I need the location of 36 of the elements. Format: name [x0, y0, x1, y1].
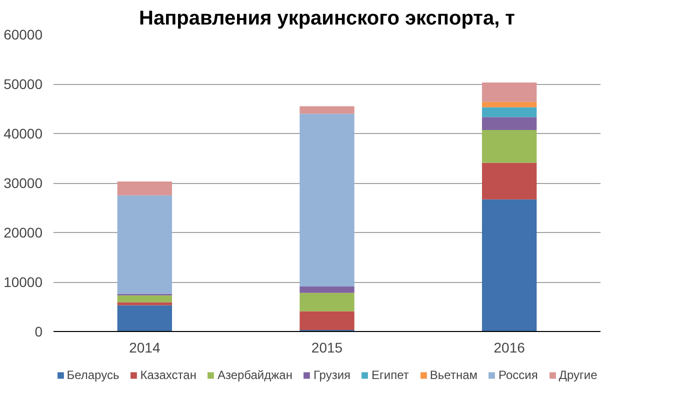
bar	[300, 311, 354, 330]
chart-title: Направления украинского экспорта, т	[139, 8, 516, 30]
legend-label: Азербайджан	[217, 368, 292, 382]
legend-label: Беларусь	[66, 368, 120, 382]
y-tick-label: 50000	[4, 76, 43, 92]
x-tick-label: 2016	[494, 340, 526, 356]
y-tick-label: 10000	[4, 274, 43, 290]
bar	[117, 295, 172, 302]
bar	[482, 162, 537, 200]
bar	[300, 286, 354, 293]
legend-label: Другие	[558, 368, 598, 382]
y-tick-label: 30000	[4, 175, 43, 191]
bar	[482, 107, 537, 118]
y-tick-label: 0	[34, 324, 43, 340]
legend-label: Вьетнам	[430, 368, 478, 382]
bar	[300, 292, 354, 312]
bar	[117, 195, 172, 294]
legend-label: Грузия	[313, 368, 351, 382]
bar	[482, 199, 537, 332]
y-tick-label: 60000	[4, 26, 43, 42]
bar	[482, 82, 537, 102]
y-tick-label: 20000	[4, 224, 43, 240]
legend-label: Казахстан	[140, 368, 196, 382]
bar	[117, 302, 172, 306]
bar	[482, 130, 537, 163]
bar	[482, 102, 537, 108]
legend-label: Египет	[372, 368, 409, 382]
bar	[117, 182, 172, 196]
bar	[300, 106, 354, 114]
x-tick-label: 2014	[129, 340, 160, 356]
x-tick-label: 2015	[311, 340, 343, 356]
bar	[482, 117, 537, 130]
y-tick-label: 40000	[4, 126, 43, 142]
bar	[300, 114, 354, 286]
bar	[117, 305, 172, 332]
legend-label: Россия	[498, 368, 538, 382]
